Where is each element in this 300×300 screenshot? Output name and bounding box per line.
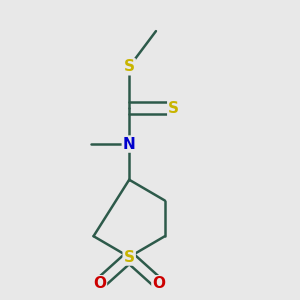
Text: N: N bbox=[123, 136, 136, 152]
Text: S: S bbox=[168, 101, 179, 116]
Text: S: S bbox=[124, 250, 135, 265]
Text: S: S bbox=[124, 59, 135, 74]
Text: O: O bbox=[93, 276, 106, 291]
Text: O: O bbox=[152, 276, 165, 291]
